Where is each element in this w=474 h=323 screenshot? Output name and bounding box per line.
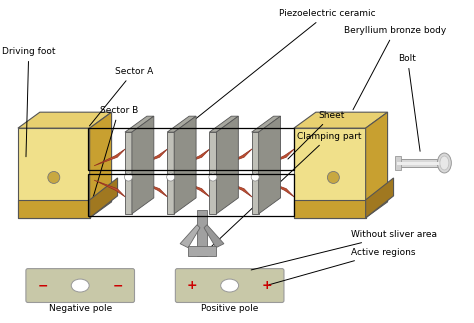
- Polygon shape: [263, 149, 294, 166]
- Circle shape: [125, 173, 132, 181]
- Text: +: +: [262, 279, 273, 292]
- Polygon shape: [137, 180, 168, 197]
- Polygon shape: [18, 200, 90, 218]
- Bar: [397, 162, 444, 165]
- Text: Positive pole: Positive pole: [201, 305, 258, 314]
- Ellipse shape: [438, 153, 451, 173]
- Polygon shape: [94, 180, 126, 197]
- FancyBboxPatch shape: [26, 269, 135, 302]
- Polygon shape: [94, 149, 126, 166]
- Polygon shape: [125, 132, 132, 214]
- Polygon shape: [365, 112, 388, 218]
- Polygon shape: [217, 116, 238, 214]
- Polygon shape: [294, 200, 365, 218]
- Polygon shape: [263, 180, 294, 197]
- Text: Without sliver area: Without sliver area: [251, 230, 437, 270]
- Polygon shape: [259, 116, 281, 214]
- Polygon shape: [18, 112, 111, 128]
- Text: Negative pole: Negative pole: [48, 305, 112, 314]
- Circle shape: [167, 173, 174, 181]
- Polygon shape: [210, 116, 238, 132]
- Text: Active regions: Active regions: [269, 248, 415, 285]
- Ellipse shape: [440, 156, 449, 170]
- Polygon shape: [221, 180, 252, 197]
- Polygon shape: [252, 132, 259, 214]
- Polygon shape: [221, 149, 252, 166]
- Polygon shape: [210, 132, 217, 214]
- Text: −: −: [112, 279, 123, 292]
- Ellipse shape: [221, 279, 238, 292]
- Text: +: +: [187, 279, 198, 292]
- Ellipse shape: [71, 279, 89, 292]
- Polygon shape: [294, 112, 388, 128]
- Text: −: −: [37, 279, 48, 292]
- Polygon shape: [179, 149, 210, 166]
- Polygon shape: [365, 178, 393, 218]
- Text: Sector A: Sector A: [90, 67, 153, 126]
- Polygon shape: [167, 116, 196, 132]
- Text: Driving foot: Driving foot: [2, 47, 55, 157]
- Bar: [88, 128, 294, 170]
- Text: Clamping part: Clamping part: [209, 131, 361, 249]
- Polygon shape: [125, 116, 154, 132]
- Polygon shape: [132, 116, 154, 214]
- Text: Bolt: Bolt: [399, 54, 420, 151]
- Polygon shape: [252, 116, 281, 132]
- Polygon shape: [204, 225, 224, 248]
- FancyBboxPatch shape: [175, 269, 284, 302]
- Circle shape: [328, 172, 339, 183]
- Bar: [188, 246, 216, 255]
- Bar: [88, 174, 294, 216]
- Polygon shape: [90, 112, 111, 218]
- Polygon shape: [167, 132, 174, 214]
- Circle shape: [48, 172, 60, 183]
- Text: Piezoelectric ceramic: Piezoelectric ceramic: [184, 9, 375, 128]
- Text: Sector B: Sector B: [89, 106, 138, 213]
- Text: Beryllium bronze body: Beryllium bronze body: [344, 26, 446, 110]
- Bar: [394, 155, 401, 171]
- Polygon shape: [90, 178, 118, 218]
- Polygon shape: [179, 180, 210, 197]
- Polygon shape: [180, 225, 200, 248]
- Text: Sheet: Sheet: [288, 111, 345, 159]
- Circle shape: [251, 173, 259, 181]
- Bar: [397, 159, 444, 168]
- Polygon shape: [137, 149, 168, 166]
- Bar: [197, 210, 207, 255]
- Polygon shape: [174, 116, 196, 214]
- Circle shape: [209, 173, 217, 181]
- Polygon shape: [294, 128, 365, 218]
- Polygon shape: [18, 128, 90, 218]
